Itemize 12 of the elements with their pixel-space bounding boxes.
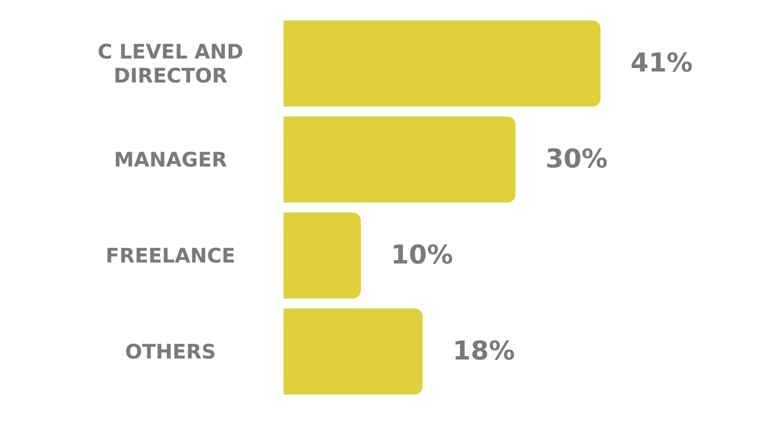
y-tick-label: C LEVEL AND DIRECTOR: [98, 40, 244, 88]
y-tick-label: OTHERS: [125, 340, 216, 364]
data-label: 10%: [390, 240, 454, 270]
bar: [284, 308, 423, 394]
bar: [284, 20, 600, 106]
data-label: 30%: [545, 144, 608, 174]
bar: [284, 116, 516, 202]
data-label: 41%: [630, 48, 693, 78]
bar: [284, 212, 361, 298]
data-label: 18%: [452, 336, 515, 366]
y-tick-label: MANAGER: [114, 148, 228, 172]
y-tick-label: FREELANCE: [106, 244, 236, 268]
